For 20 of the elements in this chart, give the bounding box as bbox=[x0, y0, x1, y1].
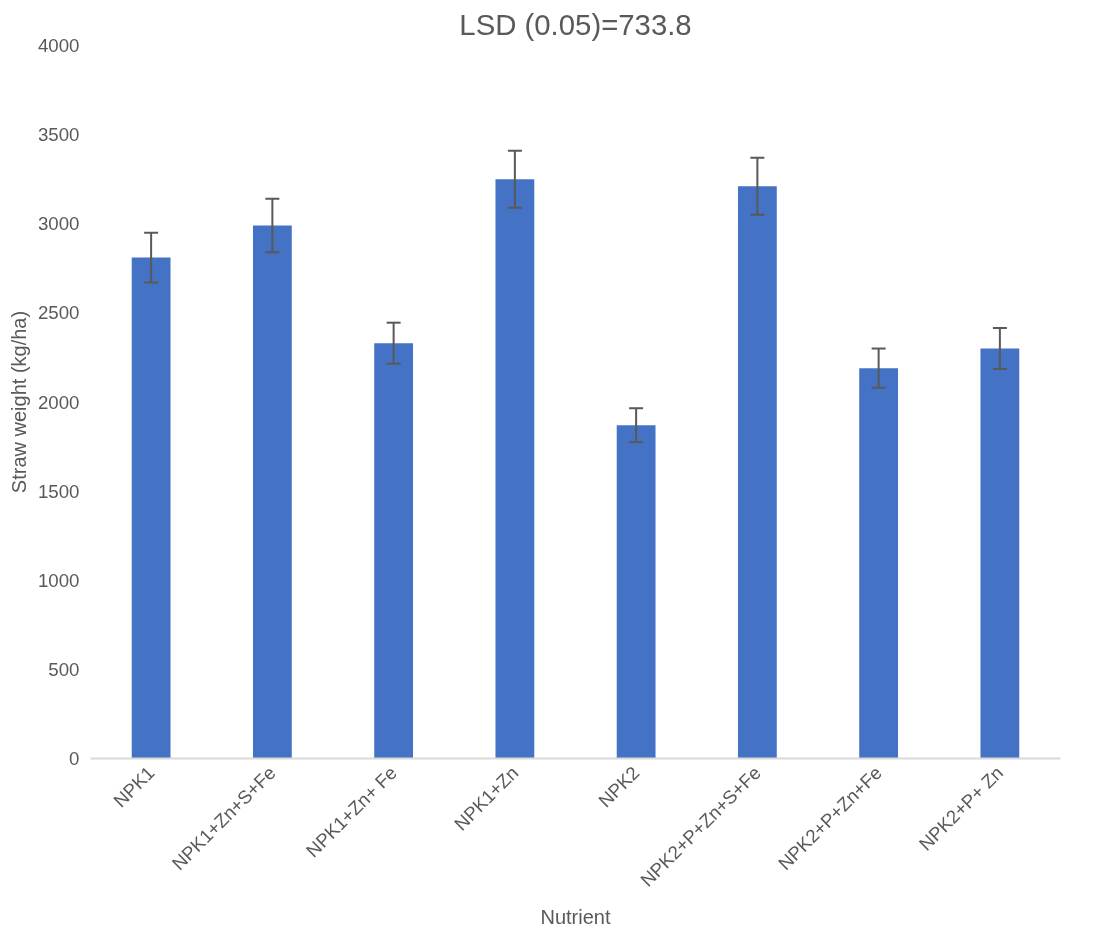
bar bbox=[980, 348, 1020, 759]
y-tick-label: 2500 bbox=[38, 302, 80, 324]
y-tick-label: 3500 bbox=[38, 124, 80, 146]
y-tick-label: 0 bbox=[69, 748, 80, 769]
bar bbox=[374, 343, 414, 759]
y-tick-label: 3000 bbox=[38, 213, 80, 235]
y-tick-label: 500 bbox=[48, 658, 80, 680]
bar bbox=[859, 368, 899, 759]
y-tick-label: 4000 bbox=[38, 35, 80, 56]
y-tick-label: 2000 bbox=[38, 391, 80, 413]
bar bbox=[131, 257, 171, 759]
y-tick-label: 1000 bbox=[38, 569, 80, 591]
y-axis-title: Straw weight (kg/ha) bbox=[8, 310, 30, 494]
bar bbox=[495, 179, 535, 759]
y-tick-label: 1500 bbox=[38, 480, 80, 502]
bar bbox=[616, 425, 656, 759]
bar bbox=[737, 186, 777, 759]
x-axis-title: Nutrient bbox=[540, 905, 611, 928]
bar bbox=[252, 225, 292, 759]
chart-title: LSD (0.05)=733.8 bbox=[459, 7, 692, 41]
